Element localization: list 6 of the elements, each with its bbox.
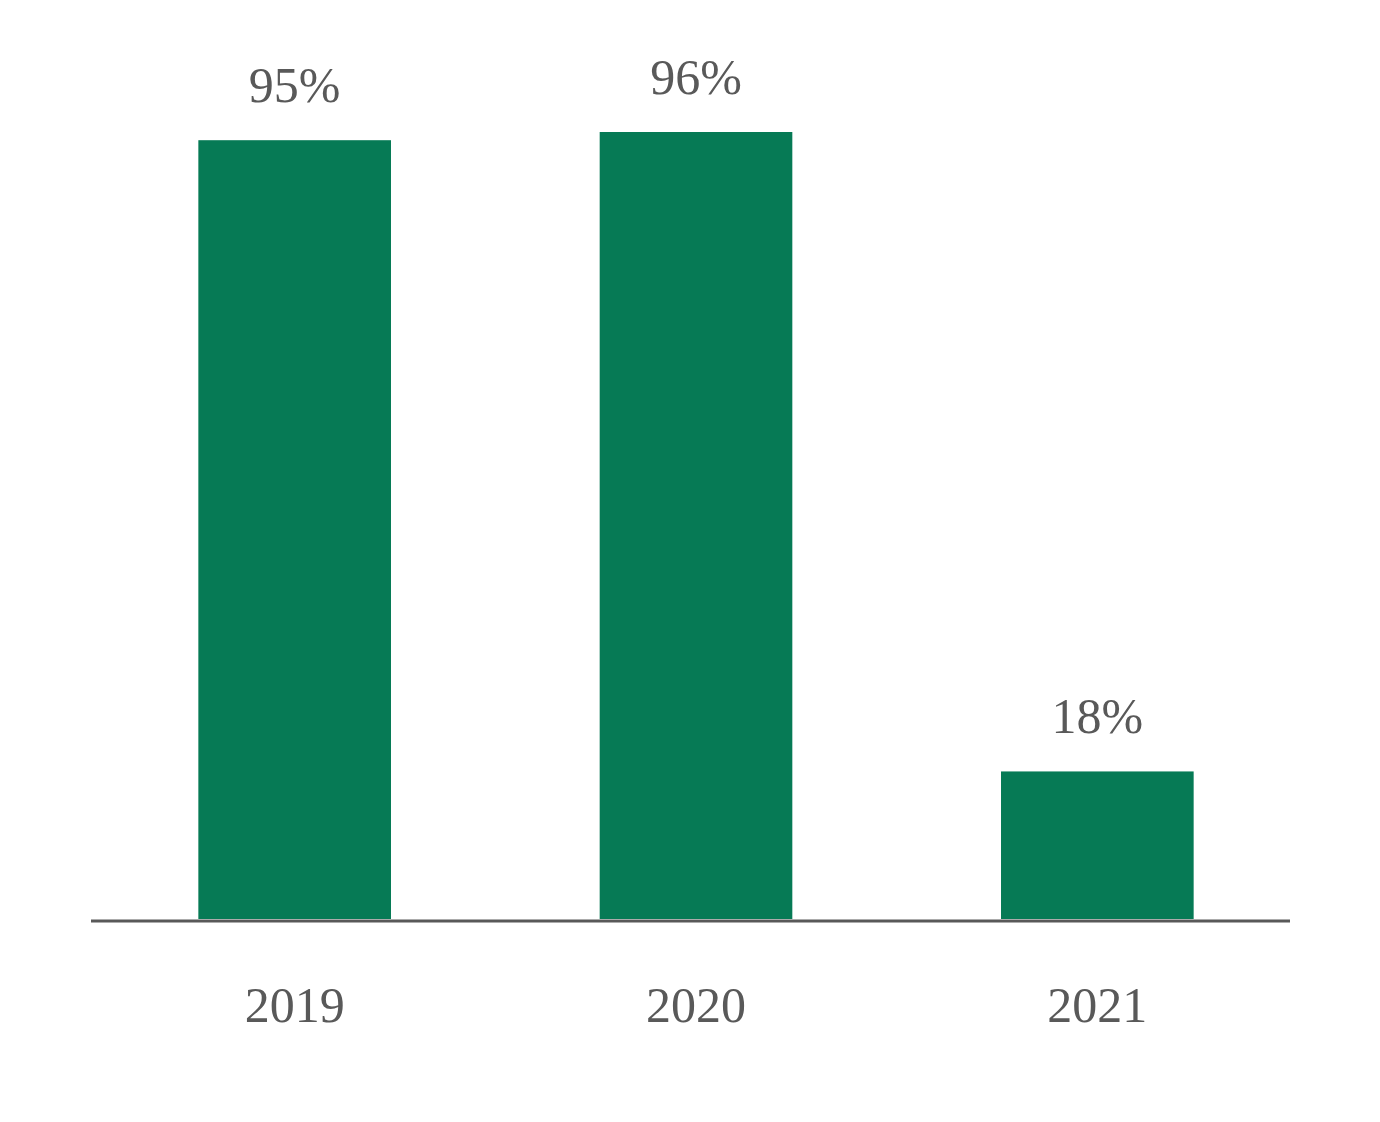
x-tick-label: 2021 bbox=[1047, 977, 1148, 1033]
data-label: 95% bbox=[248, 57, 341, 114]
data-label: 18% bbox=[1051, 688, 1144, 745]
data-label: 96% bbox=[650, 49, 742, 105]
x-tick-label: 2020 bbox=[646, 977, 746, 1033]
x-tick-label: 2019 bbox=[244, 977, 345, 1033]
